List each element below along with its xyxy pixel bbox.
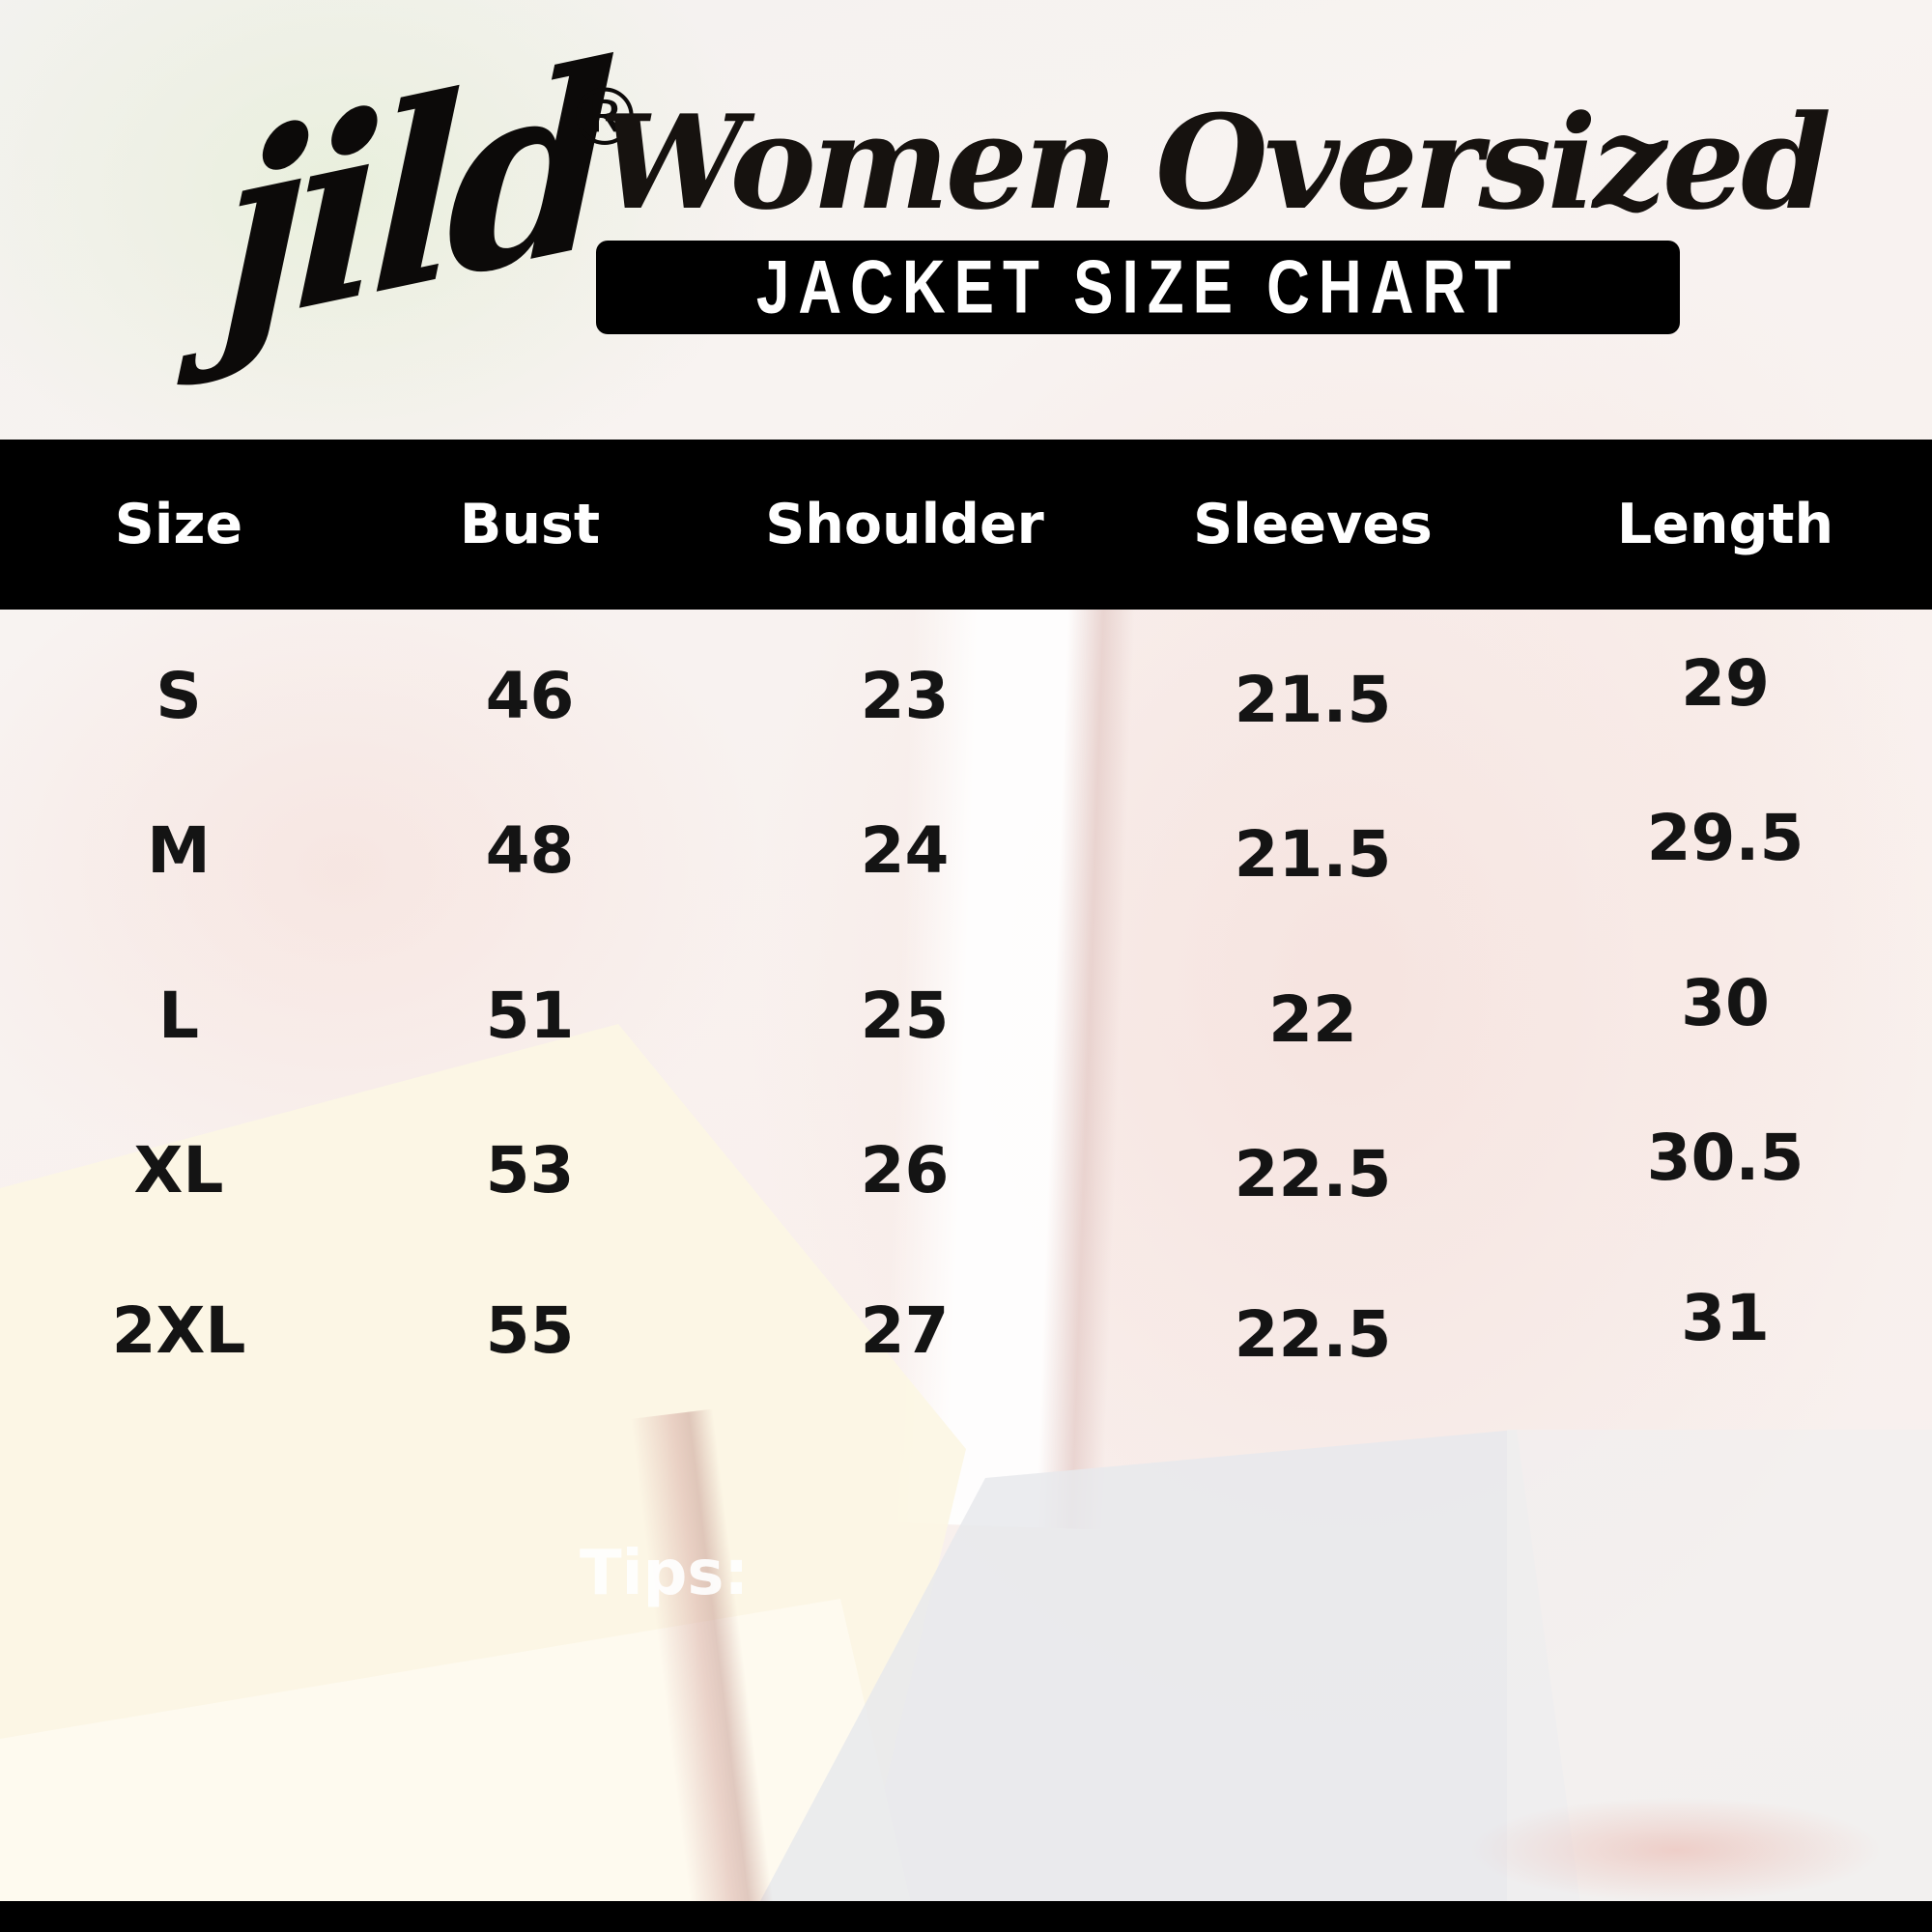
- cell-sleeves: 22: [1268, 982, 1357, 1057]
- background-red-texture: [1468, 1797, 1884, 1903]
- cell-bust: 48: [485, 813, 575, 888]
- background-gray-right: [1507, 1430, 1932, 1932]
- cell-sleeves: 21.5: [1234, 663, 1392, 737]
- cell-shoulder: 23: [860, 659, 950, 733]
- cell-size: 2XL: [111, 1293, 246, 1368]
- cell-shoulder: 26: [860, 1133, 950, 1208]
- table-header-row: Size Bust Shoulder Sleeves Length: [0, 440, 1932, 610]
- cell-length: 31: [1681, 1281, 1770, 1355]
- column-header-length: Length: [1616, 493, 1834, 556]
- table-row-l: L 51 25 22 30: [0, 939, 1932, 1094]
- column-header-sleeves: Sleeves: [1193, 493, 1433, 556]
- cell-shoulder: 24: [860, 813, 950, 888]
- background-zipper-line: [630, 1406, 810, 1932]
- cell-length: 29.5: [1646, 801, 1804, 875]
- column-header-size: Size: [114, 493, 243, 556]
- registered-trademark-icon: ®: [565, 72, 644, 164]
- cell-length: 30.5: [1646, 1121, 1804, 1195]
- cell-bust: 55: [485, 1293, 575, 1368]
- tips-label: Tips:: [580, 1538, 750, 1609]
- table-row-s: S 46 23 21.5 29: [0, 619, 1932, 774]
- cell-bust: 51: [485, 979, 575, 1053]
- cell-shoulder: 25: [860, 979, 950, 1053]
- brand-logo-text: jild: [215, 9, 608, 385]
- table-row-m: M 48 24 21.5 29.5: [0, 774, 1932, 928]
- cell-size: M: [147, 813, 211, 888]
- table-row-xl: XL 53 26 22.5 30.5: [0, 1094, 1932, 1248]
- bottom-black-strip: [0, 1901, 1932, 1932]
- cell-shoulder: 27: [860, 1293, 950, 1368]
- cell-bust: 53: [485, 1133, 575, 1208]
- title-banner: JACKET SIZE CHART: [596, 241, 1680, 334]
- cell-sleeves: 22.5: [1234, 1297, 1392, 1372]
- brand-logo: jild: [206, 6, 615, 448]
- title-banner-text: JACKET SIZE CHART: [755, 245, 1520, 329]
- cell-size: S: [156, 659, 202, 733]
- page-title: Women Oversized: [599, 86, 1832, 239]
- cell-bust: 46: [485, 659, 575, 733]
- column-header-shoulder: Shoulder: [765, 493, 1044, 556]
- cell-size: L: [157, 979, 200, 1053]
- cell-length: 29: [1681, 646, 1770, 721]
- table-row-2xl: 2XL 55 27 22.5 31: [0, 1254, 1932, 1408]
- column-header-bust: Bust: [459, 493, 601, 556]
- cell-size: XL: [133, 1133, 224, 1208]
- cell-sleeves: 22.5: [1234, 1137, 1392, 1211]
- cell-length: 30: [1681, 966, 1770, 1040]
- cell-sleeves: 21.5: [1234, 817, 1392, 892]
